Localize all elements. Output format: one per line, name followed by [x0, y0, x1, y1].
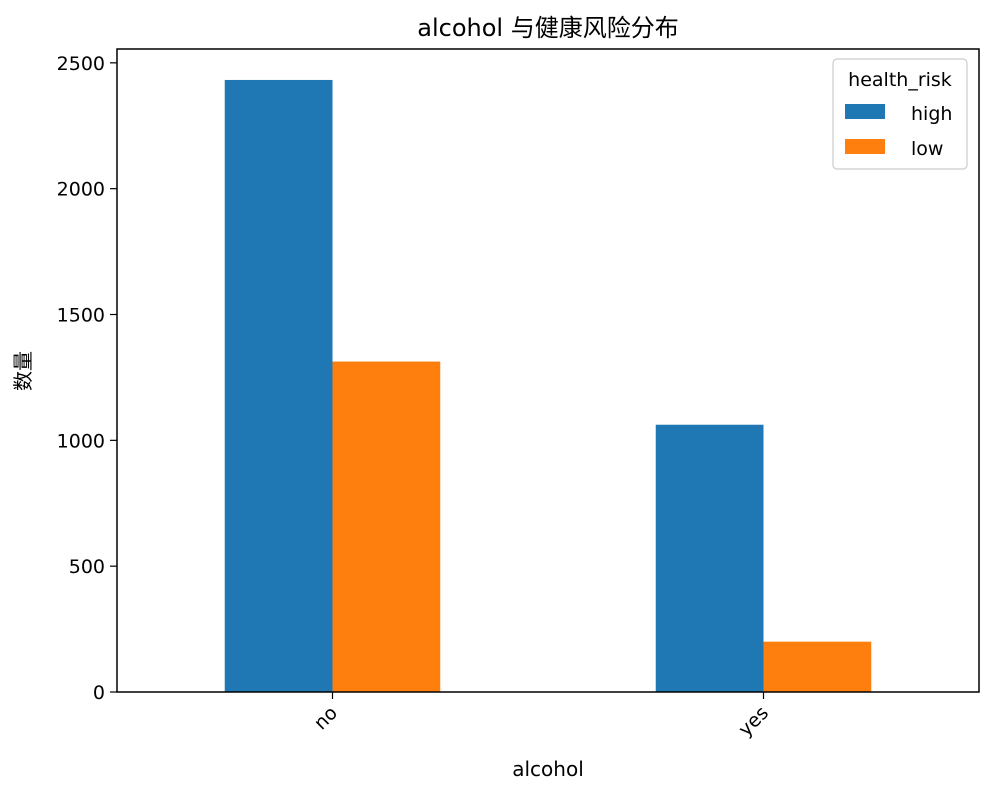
y-axis-label: 数量 — [11, 351, 35, 391]
legend-label-low: low — [911, 138, 943, 160]
legend-label-high: high — [911, 103, 952, 125]
y-tick-label: 1500 — [57, 305, 105, 327]
bar-high-yes — [655, 424, 764, 692]
chart-title: alcohol 与健康风险分布 — [417, 14, 678, 42]
y-tick-label: 500 — [69, 556, 105, 578]
y-tick-label: 2500 — [57, 53, 105, 75]
bars-group — [224, 79, 872, 693]
bar-high-no — [224, 79, 333, 693]
y-tick-label: 2000 — [57, 179, 105, 201]
legend: health_risk high low — [832, 58, 968, 170]
x-tick-label-no: no — [310, 702, 342, 734]
x-tick-label-yes: yes — [734, 702, 773, 741]
x-axis-label: alcohol — [512, 757, 584, 781]
y-axis-ticks: 0 500 1000 1500 2000 2500 — [57, 53, 117, 704]
bar-low-yes — [763, 641, 872, 692]
bar-low-no — [332, 361, 441, 692]
plot-frame — [116, 48, 980, 693]
x-axis-ticks: no yes — [310, 692, 773, 741]
y-tick-label: 1000 — [57, 430, 105, 452]
legend-title: health_risk — [848, 69, 952, 91]
legend-swatch-high — [845, 104, 885, 119]
y-tick-label: 0 — [93, 682, 105, 704]
legend-swatch-low — [845, 139, 885, 154]
